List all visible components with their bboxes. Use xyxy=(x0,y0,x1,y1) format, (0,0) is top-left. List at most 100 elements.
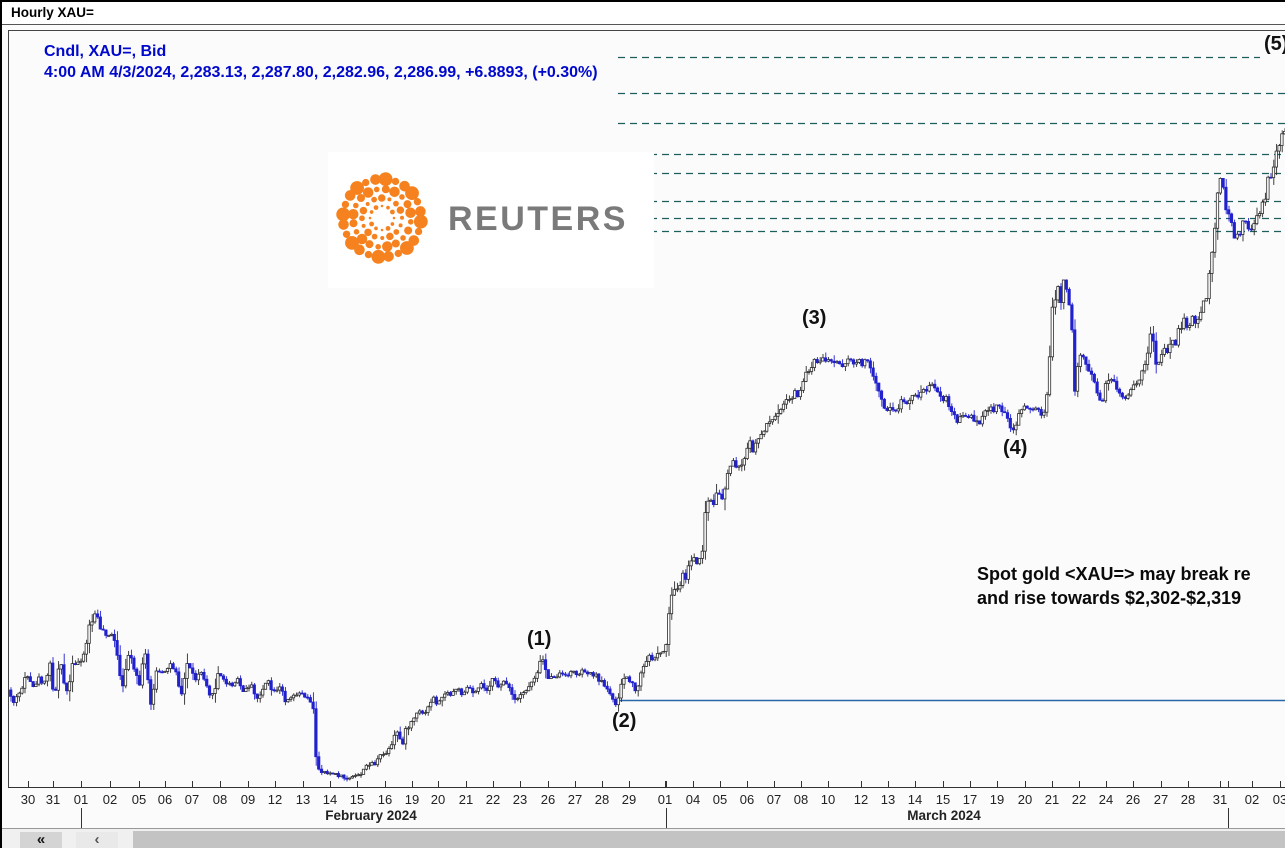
candle-down xyxy=(840,363,844,367)
sunburst-dot xyxy=(359,215,365,222)
candle-up xyxy=(569,671,573,677)
candle-up xyxy=(1182,317,1186,329)
x-axis-label: 29 xyxy=(621,792,637,807)
x-axis-tick xyxy=(693,781,694,788)
x-axis-label: 10 xyxy=(820,792,836,807)
candle-up xyxy=(431,696,436,703)
candle-down xyxy=(65,682,69,692)
x-axis-tick xyxy=(357,781,358,788)
candle-up xyxy=(549,676,553,680)
candle-down xyxy=(1073,329,1077,392)
candle-up xyxy=(233,682,237,687)
candle-up xyxy=(1204,298,1208,302)
candle-up xyxy=(846,358,850,365)
candle-up xyxy=(406,727,410,730)
candle-down xyxy=(966,415,970,418)
candle-up xyxy=(107,635,111,637)
candle-up xyxy=(1137,379,1141,385)
candle-up xyxy=(821,357,825,362)
candle-down xyxy=(1036,407,1040,410)
candle-up xyxy=(776,413,780,417)
candle-down xyxy=(224,678,228,685)
sunburst-dot xyxy=(405,186,419,200)
sunburst-dot xyxy=(374,226,378,231)
x-axis-tick xyxy=(1025,781,1026,788)
x-axis-tick xyxy=(915,781,916,788)
candle-up xyxy=(1280,133,1284,146)
candle-up xyxy=(462,691,466,696)
candle-up xyxy=(762,430,766,435)
x-axis-label: 31 xyxy=(1212,792,1228,807)
horizontal-scrollbar[interactable]: « ‹ xyxy=(2,828,1285,848)
month-separator xyxy=(666,808,667,829)
candle-up xyxy=(154,670,158,690)
x-axis-tick xyxy=(861,781,862,788)
reuters-logo-text: REUTERS xyxy=(448,200,628,238)
sunburst-dot xyxy=(361,223,366,228)
candle-down xyxy=(129,654,133,659)
candle-up xyxy=(297,692,301,696)
candle-up xyxy=(521,692,525,696)
sunburst-dot xyxy=(396,206,405,214)
sunburst-dot xyxy=(353,229,360,235)
sunburst-dot xyxy=(371,196,377,203)
candle-down xyxy=(608,688,612,695)
x-axis-label: 28 xyxy=(594,792,610,807)
candle-up xyxy=(857,359,861,363)
sunburst-dot xyxy=(399,194,405,200)
x-axis-label: 04 xyxy=(685,792,701,807)
x-axis-tick xyxy=(747,781,748,788)
scroll-left-button[interactable]: ‹ xyxy=(76,832,118,848)
x-axis-label: 20 xyxy=(1017,792,1033,807)
scrollbar-thumb[interactable] xyxy=(133,831,1285,848)
candle-up xyxy=(48,662,52,676)
candle-up xyxy=(392,734,396,746)
candle-up xyxy=(261,688,265,696)
candle-down xyxy=(1067,288,1071,306)
candle-up xyxy=(636,685,640,692)
x-axis-tick xyxy=(1220,781,1221,788)
candle-down xyxy=(510,687,514,695)
window-title: Hourly XAU= xyxy=(11,5,94,20)
candle-up xyxy=(275,689,279,692)
candle-up xyxy=(1078,354,1082,367)
candle-up xyxy=(725,473,730,490)
scroll-far-left-button[interactable]: « xyxy=(20,832,62,848)
candle-up xyxy=(535,672,539,679)
month-label: February 2024 xyxy=(325,808,417,823)
candle-down xyxy=(1112,379,1116,382)
candle-up xyxy=(854,362,858,365)
candle-down xyxy=(280,686,284,692)
sunburst-dot xyxy=(414,227,423,236)
x-axis-tick xyxy=(385,781,386,788)
candle-down xyxy=(633,682,637,692)
candle-up xyxy=(291,694,296,699)
candle-down xyxy=(1098,392,1102,401)
sunburst-dot xyxy=(387,197,392,202)
candle-down xyxy=(9,689,13,697)
sunburst-dot xyxy=(389,209,395,215)
candle-up xyxy=(703,512,707,552)
candle-down xyxy=(104,629,108,636)
x-axis-label: 12 xyxy=(853,792,869,807)
candle-up xyxy=(1148,333,1152,354)
candle-up xyxy=(812,358,816,368)
candle-up xyxy=(989,406,993,411)
candle-up xyxy=(90,621,94,626)
candle-down xyxy=(849,358,853,361)
candle-down xyxy=(468,686,472,689)
candle-down xyxy=(717,492,721,495)
candle-down xyxy=(1173,339,1178,346)
candle-down xyxy=(28,676,32,682)
wave-label-3: (3) xyxy=(802,307,827,329)
candle-up xyxy=(1176,328,1180,346)
candle-down xyxy=(504,680,508,685)
candle-up xyxy=(1277,145,1281,152)
candle-up xyxy=(913,394,917,397)
x-axis-tick xyxy=(139,781,140,788)
candle-up xyxy=(277,686,282,691)
candle-down xyxy=(552,676,556,678)
x-axis-label: 19 xyxy=(989,792,1005,807)
candle-up xyxy=(616,697,620,706)
